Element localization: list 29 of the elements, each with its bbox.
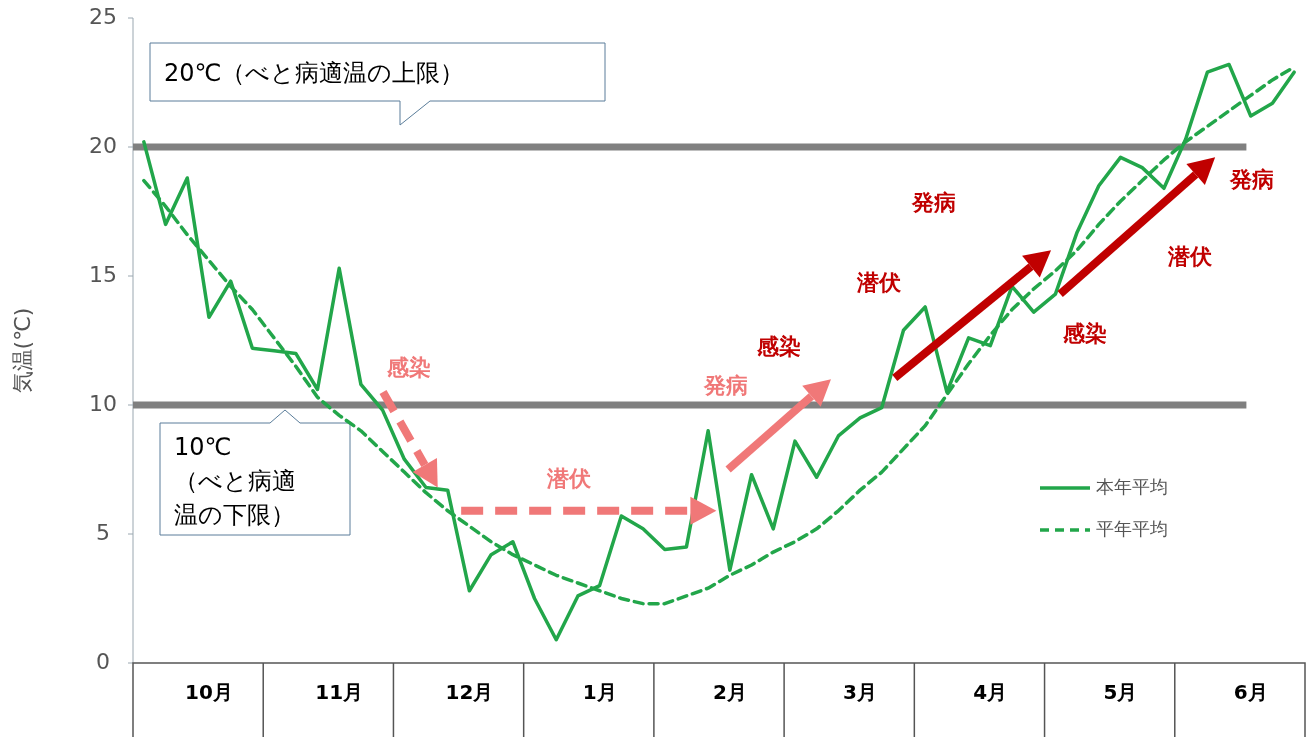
x-tick-label: 1月 — [582, 679, 617, 704]
y-tick-label: 20 — [89, 133, 117, 158]
x-tick-label: 10月 — [185, 679, 233, 704]
y-tick-label: 10 — [89, 391, 117, 416]
y-tick-label: 5 — [96, 520, 110, 545]
legend-label: 平年平均 — [1096, 518, 1168, 539]
y-tick-label: 0 — [96, 649, 110, 674]
x-tick-label: 4月 — [973, 679, 1008, 704]
annotation: 発病 — [702, 372, 748, 398]
annotation: 感染 — [1061, 321, 1107, 347]
legend-label: 本年平均 — [1096, 476, 1168, 497]
x-tick-label: 12月 — [445, 679, 494, 704]
annotation: 潜伏 — [546, 465, 593, 491]
y-axis-title: 気温(℃) — [10, 307, 35, 394]
x-tick-label: 6月 — [1233, 679, 1268, 704]
annotation: 発病 — [1228, 166, 1274, 192]
ref-line-label: 20℃（べと病適温の上限） — [164, 59, 465, 87]
x-tick-label: 11月 — [315, 679, 364, 704]
ref-line-label: 10℃（べと病適温の下限） — [174, 433, 296, 529]
x-tick-label: 2月 — [712, 679, 747, 704]
y-tick-label: 25 — [89, 4, 117, 29]
annotation: 潜伏 — [856, 269, 903, 295]
annotation: 潜伏 — [1167, 243, 1214, 269]
x-tick-label: 5月 — [1103, 679, 1138, 704]
annotation: 感染 — [386, 354, 432, 380]
y-tick-label: 15 — [89, 262, 117, 287]
annotation: 感染 — [755, 334, 801, 360]
annotation: 発病 — [910, 189, 956, 215]
x-tick-label: 3月 — [843, 679, 878, 704]
